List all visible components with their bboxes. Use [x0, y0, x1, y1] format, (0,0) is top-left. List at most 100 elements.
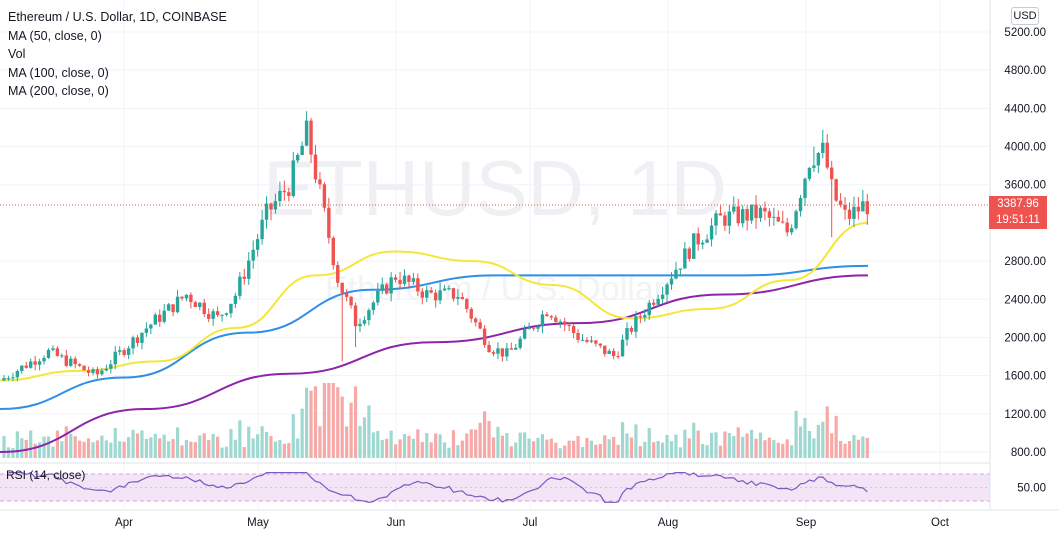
volume-bar: [536, 437, 540, 458]
candle-body: [322, 184, 327, 208]
volume-bar: [763, 440, 767, 458]
candle-body: [678, 268, 683, 270]
price-tick-label: 3600.00: [1004, 180, 1046, 192]
legend-ma100[interactable]: MA (100, close, 0): [8, 65, 109, 80]
candle-body: [700, 242, 705, 245]
volume-bar: [180, 445, 184, 458]
volume-bar: [669, 441, 674, 458]
candle-body: [447, 288, 451, 290]
candle-body: [251, 249, 255, 261]
volume-bar: [144, 438, 148, 458]
candle-body: [536, 326, 540, 329]
candle-body: [545, 314, 549, 317]
candle-body: [33, 361, 37, 365]
candle-body: [122, 350, 126, 355]
volume-bar: [371, 432, 375, 458]
candle-body: [652, 302, 656, 305]
volume-bar: [767, 437, 771, 458]
candle-body: [6, 378, 11, 380]
volume-bar: [60, 441, 64, 458]
volume-bar: [661, 442, 665, 458]
volume-bar: [20, 438, 24, 458]
candle-body: [861, 201, 865, 212]
volume-bar: [291, 414, 295, 458]
volume-bar: [585, 437, 589, 458]
candle-body: [11, 377, 15, 379]
volume-bar: [282, 443, 286, 458]
candle-body: [149, 324, 153, 329]
volume-bar: [509, 446, 513, 458]
volume-bar: [620, 422, 625, 458]
candle-body: [594, 340, 598, 344]
candle-body: [24, 365, 28, 368]
volume-bar: [638, 446, 642, 458]
volume-bar: [798, 426, 803, 458]
candle-body: [193, 302, 198, 308]
volume-bar: [701, 444, 705, 458]
candle-body: [563, 321, 567, 325]
candle-body: [838, 200, 843, 206]
candle-body: [558, 321, 562, 323]
price-tick-label: 5200.00: [1004, 27, 1046, 39]
legend-ma200[interactable]: MA (200, close, 0): [8, 84, 109, 98]
price-tick-label: 1600.00: [1004, 371, 1046, 383]
volume-bar: [118, 441, 122, 458]
candle-body: [772, 216, 776, 218]
candle-body: [781, 221, 785, 223]
volume-bar: [674, 434, 678, 458]
volume-bar: [104, 440, 108, 458]
volume-bar: [296, 438, 300, 458]
candle-body: [705, 239, 709, 243]
candle-body: [202, 302, 206, 315]
volume-bar: [127, 437, 131, 458]
volume-bar: [149, 437, 153, 458]
volume-bar: [514, 442, 518, 458]
volume-bar: [318, 426, 322, 458]
candle-body: [55, 348, 60, 356]
volume-bar: [224, 446, 229, 458]
volume-bar: [15, 431, 19, 458]
candle-body: [109, 364, 113, 369]
volume-bar: [358, 425, 362, 458]
price-tick-label: 4800.00: [1004, 65, 1046, 77]
candle-body: [224, 313, 229, 315]
volume-bar: [727, 433, 731, 458]
candle-body: [696, 233, 700, 245]
candle-body: [420, 291, 424, 298]
volume-bar: [812, 438, 816, 458]
candle-body: [29, 361, 33, 368]
time-tick-label: May: [247, 517, 269, 529]
candle-body: [158, 314, 162, 322]
candle-body: [718, 213, 723, 216]
chart-legend: Ethereum / U.S. Dollar, 1D, COINBASE MA …: [8, 8, 227, 101]
volume-bar: [100, 435, 104, 458]
candle-body: [674, 269, 678, 279]
last-price-tag: 3387.96: [989, 196, 1047, 213]
price-tick-label: 4000.00: [1004, 142, 1046, 154]
volume-bar: [545, 439, 549, 458]
volume-bar: [82, 441, 86, 458]
candle-body: [131, 337, 135, 349]
candle-body: [803, 178, 807, 198]
rsi-legend[interactable]: RSI (14, close): [6, 468, 86, 482]
candle-body: [77, 364, 82, 366]
legend-ma50[interactable]: MA (50, close, 0): [8, 28, 102, 43]
candle-body: [433, 292, 438, 301]
candle-body: [291, 160, 295, 196]
candle-body: [643, 315, 647, 318]
currency-button[interactable]: USD: [1011, 7, 1039, 25]
candle-body: [175, 296, 180, 313]
volume-bar: [652, 442, 656, 458]
candle-body: [816, 153, 821, 166]
candle-body: [140, 332, 144, 343]
legend-vol[interactable]: Vol: [8, 47, 26, 61]
candle-body: [353, 305, 358, 327]
candle-body: [767, 211, 772, 218]
volume-bar: [362, 417, 367, 458]
candle-body: [692, 233, 696, 259]
candle-body: [798, 197, 803, 212]
volume-bar: [207, 440, 211, 458]
candle-body: [687, 248, 691, 259]
candle-body: [282, 190, 287, 193]
